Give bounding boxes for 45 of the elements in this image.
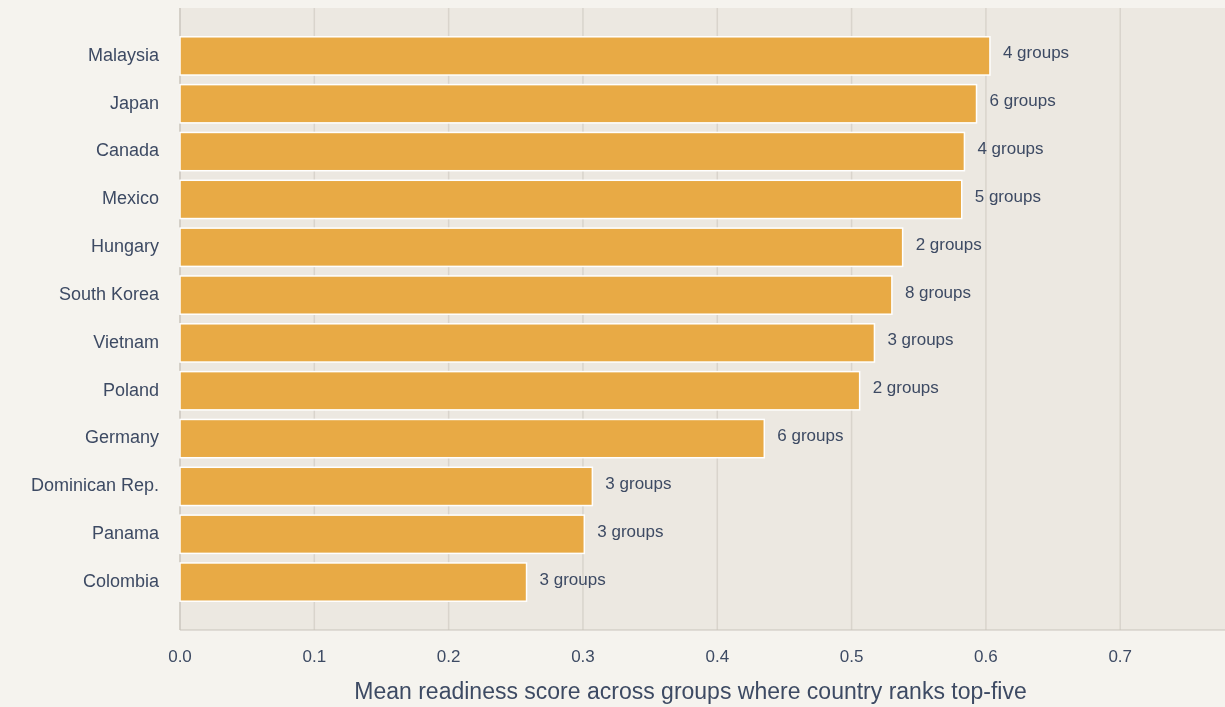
annotation: 4 groups [977, 139, 1044, 159]
x-tick-label: 0.7 [1108, 647, 1133, 666]
bar [179, 36, 991, 76]
y-tick-label: Mexico [101, 188, 159, 209]
y-tick-label: Vietnam [93, 331, 159, 352]
y-tick-label: Dominican Rep. [30, 475, 159, 496]
x-tick-label: 0.3 [571, 647, 595, 666]
bar [179, 418, 766, 459]
x-tick-label: 0.5 [839, 647, 864, 666]
y-tick-label: Hungary [90, 236, 159, 256]
bar [179, 466, 594, 507]
bar [179, 323, 876, 363]
y-tick-label: Canada [95, 140, 160, 161]
annotation: 2 groups [915, 234, 982, 254]
bar [179, 275, 893, 315]
bar [179, 227, 904, 268]
x-tick-label: 0.6 [974, 647, 998, 666]
bar [179, 514, 586, 555]
x-tick-label: 0.4 [705, 647, 730, 666]
bar [179, 370, 861, 411]
bar [179, 131, 966, 172]
annotation: 6 groups [777, 426, 844, 446]
x-tick-label: 0.0 [168, 647, 192, 666]
x-tick-label: 0.1 [302, 647, 327, 666]
bar [179, 179, 963, 220]
y-tick-label: Malaysia [87, 44, 160, 65]
annotation: 5 groups [974, 186, 1041, 206]
annotation: 3 groups [887, 330, 954, 350]
annotation: 3 groups [597, 521, 664, 541]
y-tick-label: Poland [102, 379, 159, 400]
y-tick-label: South Korea [58, 283, 160, 304]
annotation: 3 groups [539, 569, 606, 589]
annotation: 6 groups [989, 91, 1056, 111]
y-tick-label: Germany [84, 427, 159, 448]
annotation: 8 groups [904, 282, 972, 302]
y-tick-label: Colombia [82, 570, 160, 591]
annotation: 3 groups [605, 473, 672, 493]
y-tick-label: Japan [109, 92, 159, 113]
y-tick-label: Panama [91, 523, 160, 543]
bar [179, 83, 978, 124]
x-tick-label: 0.2 [436, 647, 461, 666]
bar [179, 562, 528, 602]
annotation: 2 groups [872, 378, 939, 398]
annotation: 4 groups [1002, 43, 1070, 63]
x-axis-title: Mean readiness score across groups where country ranks top-five [354, 678, 1027, 704]
